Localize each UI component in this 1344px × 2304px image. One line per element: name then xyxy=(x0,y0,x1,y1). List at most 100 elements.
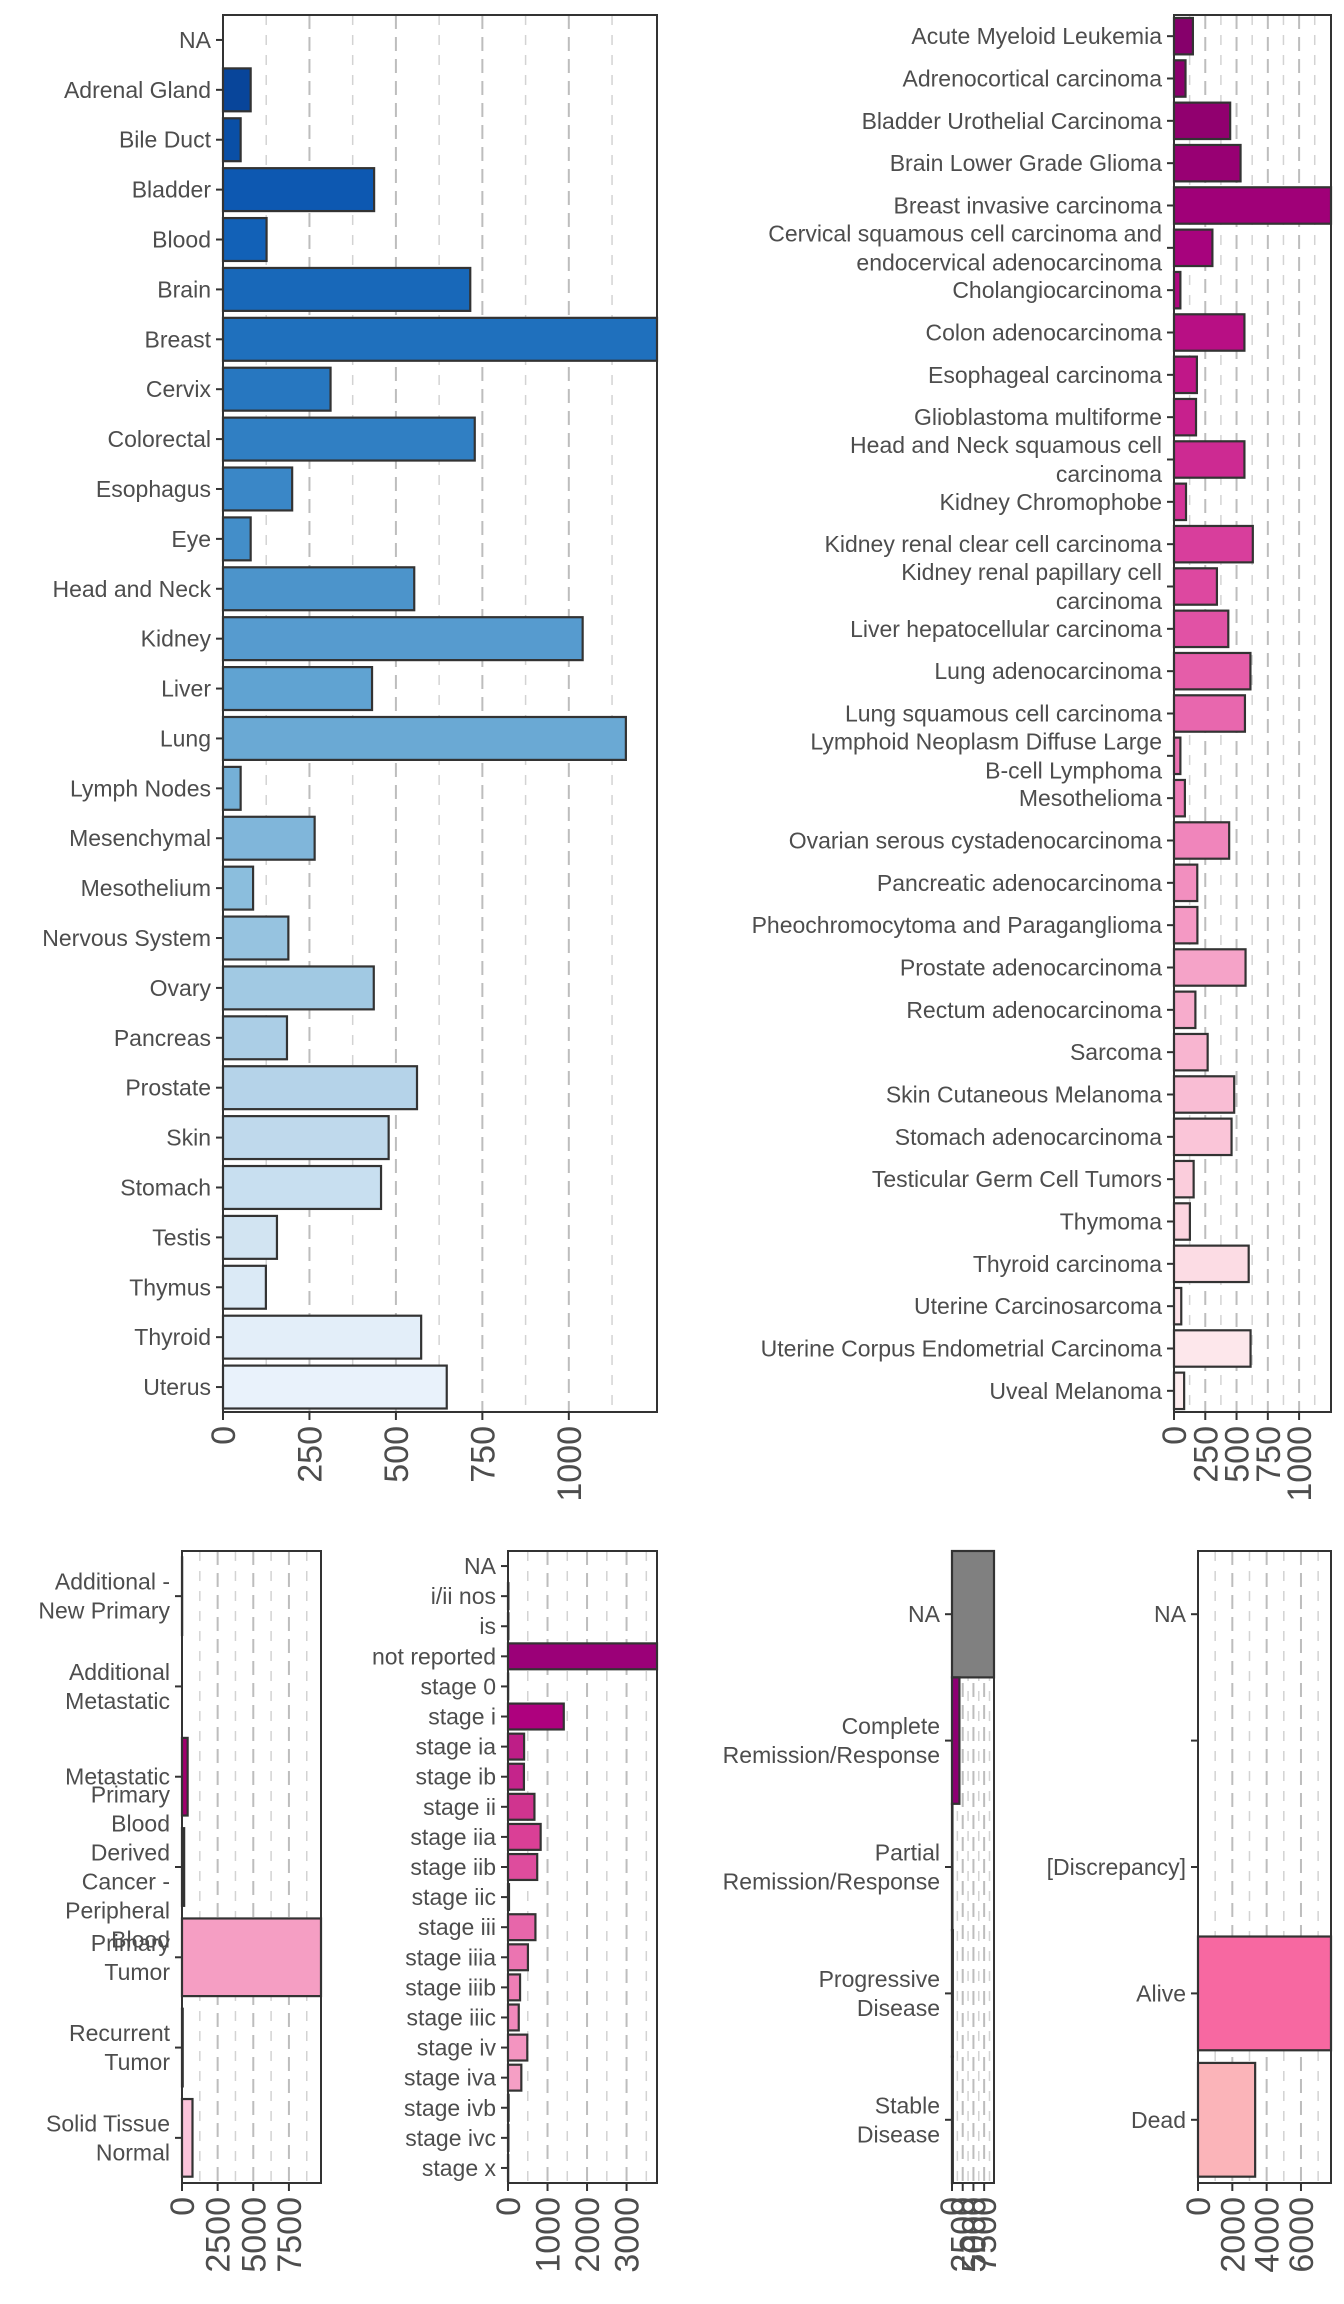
category-label: Breast invasive carcinoma xyxy=(894,193,1163,219)
category-label: Additional -New Primary xyxy=(38,1569,170,1624)
category-label: Ovary xyxy=(150,975,212,1001)
bar-prostate xyxy=(221,1065,419,1111)
category-label: stage iiia xyxy=(405,1944,496,1970)
category-label: stage x xyxy=(422,2155,497,2181)
category-label: Partial Remission/Response xyxy=(723,1840,940,1895)
x-tick-label: 500 xyxy=(1219,1426,1257,1483)
category-label: Cholangiocarcinoma xyxy=(952,277,1162,303)
category-label: Bladder xyxy=(132,177,212,203)
bar-eye xyxy=(221,516,252,562)
bar-stage-iiic xyxy=(506,2003,520,2032)
bar-colorectal xyxy=(221,416,476,462)
bar-rectum-adenocarcinoma xyxy=(1172,990,1197,1030)
bar-liver xyxy=(221,665,374,712)
category-label: Stomach xyxy=(120,1174,211,1200)
x-tick-label: 0 xyxy=(934,2197,972,2216)
bar-testicular-germ-cell-tumors xyxy=(1172,1159,1195,1199)
category-label: Prostate adenocarcinoma xyxy=(900,955,1162,981)
bar-stage-ia xyxy=(506,1732,526,1761)
bar-stage-i xyxy=(506,1702,565,1731)
category-label: Acute Myeloid Leukemia xyxy=(911,23,1162,49)
category-label: Uterine Corpus Endometrial Carcinoma xyxy=(761,1336,1163,1362)
x-tick-label: 750 xyxy=(464,1426,502,1483)
category-label: Colon adenocarcinoma xyxy=(925,320,1162,346)
category-label: Esophageal carcinoma xyxy=(928,362,1162,388)
category-label: stage iiic xyxy=(407,2004,496,2030)
bar-adrenocortical-carcinoma xyxy=(1172,59,1187,98)
category-label: Cervical squamous cell carcinoma and endo… xyxy=(768,220,1162,275)
panel-frame xyxy=(181,1550,322,2184)
category-label: stage iia xyxy=(410,1824,496,1850)
category-label: Mesothelioma xyxy=(1019,785,1162,811)
category-label: Uterus xyxy=(143,1374,211,1400)
x-tick-label: 2000 xyxy=(569,2197,607,2273)
bar-liver-hepatocellular-carcinoma xyxy=(1172,609,1230,649)
category-label: Sarcoma xyxy=(1070,1039,1162,1065)
bar-breast-invasive-carcinoma xyxy=(1172,186,1333,225)
x-tick-label: 3000 xyxy=(609,2197,647,2273)
bar-stage-iva xyxy=(506,2063,523,2092)
bar-kidney-renal-papillary-cell-carcinoma xyxy=(1172,567,1219,606)
bar-lung-adenocarcinoma xyxy=(1172,651,1252,691)
bar-stage-iia xyxy=(506,1822,542,1851)
category-label: stage iv xyxy=(417,2035,497,2061)
bar-stage-iiia xyxy=(506,1943,530,1972)
category-label: Primary Blood Derived Cancer -Peripheral Blo… xyxy=(65,1782,170,1953)
bar-na xyxy=(950,1549,996,1679)
category-label: Skin Cutaneous Melanoma xyxy=(886,1082,1162,1108)
category-label: Alive xyxy=(1136,1980,1186,2006)
category-label: Solid Tissue Normal xyxy=(46,2110,170,2165)
category-label: stage ivc xyxy=(405,2125,496,2151)
bar-thyroid xyxy=(221,1314,423,1360)
category-label: Colorectal xyxy=(107,426,211,452)
bar-glioblastoma-multiforme xyxy=(1172,397,1198,437)
category-label: Head and Neck squamous cell carcinoma xyxy=(850,432,1162,487)
bar-brain xyxy=(221,266,472,312)
bar-prostate-adenocarcinoma xyxy=(1172,948,1247,987)
category-label: stage ia xyxy=(415,1734,496,1760)
bar-skin xyxy=(221,1115,390,1161)
category-label: [Discrepancy] xyxy=(1047,1854,1186,1880)
x-tick-label: 7500 xyxy=(271,2197,309,2273)
x-tick-label: 0 xyxy=(1156,1426,1194,1445)
bar-pancreas xyxy=(221,1015,289,1061)
x-tick-label: 6000 xyxy=(1283,2197,1321,2273)
bar-head-and-neck-squamous-cell-carcinoma xyxy=(1172,440,1246,479)
category-label: Stable Disease xyxy=(857,2092,940,2147)
category-label: Lung xyxy=(160,725,211,751)
category-label: Primary Tumor xyxy=(91,1930,171,1985)
x-tick-label: 250 xyxy=(1187,1426,1225,1483)
category-label: Adrenal Gland xyxy=(64,77,211,103)
category-label: Thymus xyxy=(129,1274,211,1300)
category-label: stage iva xyxy=(404,2065,496,2091)
x-tick-label: 0 xyxy=(490,2197,528,2216)
bar-kidney-chromophobe xyxy=(1172,482,1188,522)
x-tick-label: 1000 xyxy=(530,2197,568,2273)
bar-mesothelium xyxy=(221,865,255,911)
category-label: Liver xyxy=(161,676,211,702)
x-tick-label: 1000 xyxy=(1281,1426,1319,1502)
category-label: NA xyxy=(908,1601,941,1627)
category-label: NA xyxy=(179,27,212,53)
bar-brain-lower-grade-glioma xyxy=(1172,143,1242,183)
x-tick-label: 2500 xyxy=(945,2197,983,2273)
category-label: stage iiib xyxy=(405,1974,496,2000)
category-label: stage ib xyxy=(415,1764,496,1790)
bar-not-reported xyxy=(506,1642,659,1671)
category-label: Skin xyxy=(166,1125,211,1151)
bar-stage-iib xyxy=(506,1852,539,1882)
category-label: Stomach adenocarcinoma xyxy=(895,1124,1162,1150)
x-tick-label: 750 xyxy=(1250,1426,1288,1483)
category-label: Bile Duct xyxy=(119,127,212,153)
category-label: is xyxy=(479,1613,496,1639)
x-tick-label: 0 xyxy=(164,2197,202,2216)
category-label: NA xyxy=(1154,1601,1187,1627)
bar-stage-ii xyxy=(506,1792,536,1821)
bar-pancreatic-adenocarcinoma xyxy=(1172,863,1199,903)
x-tick-label: 5000 xyxy=(955,2197,993,2273)
category-label: Adrenocortical carcinoma xyxy=(902,66,1162,92)
category-label: Kidney Chromophobe xyxy=(940,489,1162,515)
category-label: Esophagus xyxy=(96,476,211,502)
bar-adrenal-gland xyxy=(221,67,252,113)
